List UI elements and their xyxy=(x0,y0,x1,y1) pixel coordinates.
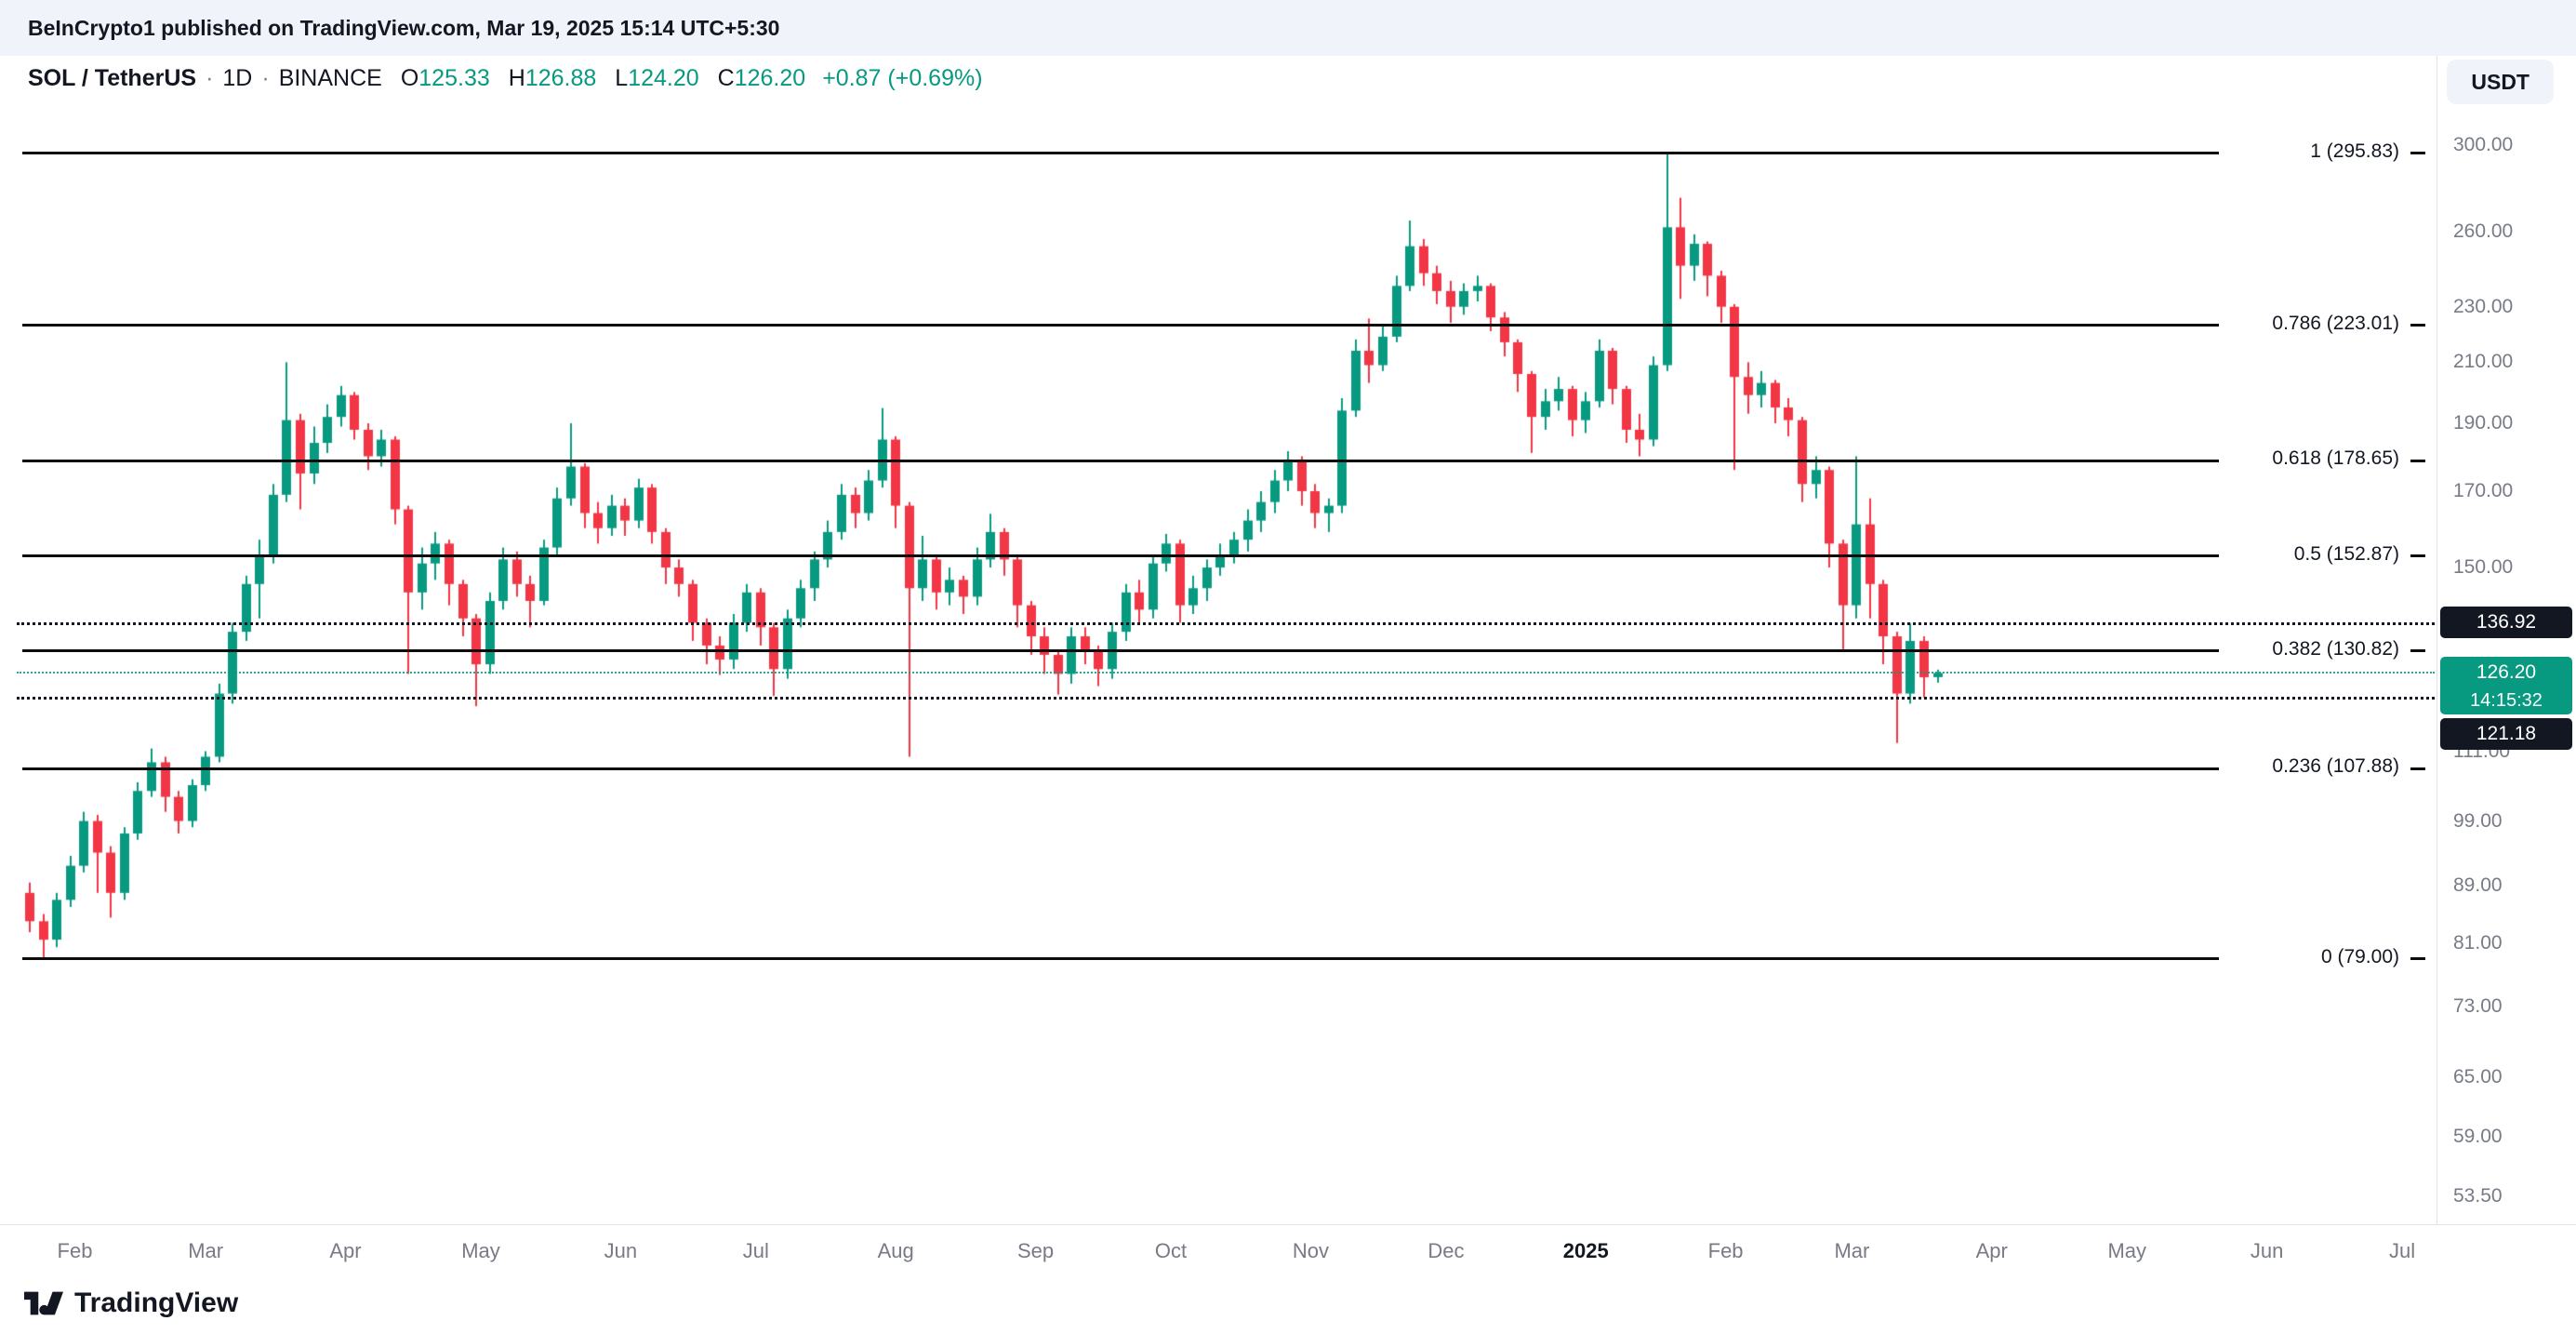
tradingview-logo[interactable]: TradingView xyxy=(24,1287,238,1319)
fib-level-label: 0.5 (152.87) xyxy=(2293,542,2399,565)
time-tick-label: Feb xyxy=(57,1239,93,1262)
fib-level-label: 0 (79.00) xyxy=(2320,945,2399,967)
fib-level-dash xyxy=(2410,324,2425,327)
time-tick-label: Jul xyxy=(742,1239,769,1262)
time-tick-label: May xyxy=(461,1239,500,1262)
price-tick-label: 73.00 xyxy=(2453,995,2503,1018)
attribution-text: BeInCrypto1 published on TradingView.com… xyxy=(28,15,780,40)
current-price-label: 126.20 xyxy=(2476,661,2537,684)
price-scale[interactable] xyxy=(2437,56,2576,1224)
fib-level-label: 1 (295.83) xyxy=(2310,140,2399,162)
countdown-label: 14:15:32 xyxy=(2470,690,2543,712)
fib-level-dash xyxy=(2410,767,2425,770)
price-tick-label: 230.00 xyxy=(2453,295,2514,317)
current-price-badge: 126.20 14:15:32 xyxy=(2440,657,2572,715)
current-price-line xyxy=(17,672,2435,674)
low-value: 124.20 xyxy=(628,65,699,91)
price-tick-label: 210.00 xyxy=(2453,351,2514,373)
time-tick-label: Jul xyxy=(2389,1239,2416,1262)
price-tick-label: 150.00 xyxy=(2453,556,2514,579)
symbol-legend: SOL / TetherUS · 1D · BINANCE O125.33 H1… xyxy=(28,65,983,92)
fib-level-dash xyxy=(2410,152,2425,155)
ohlc-close: C126.20 xyxy=(718,65,806,92)
price-tick-label: 99.00 xyxy=(2453,809,2503,832)
fib-level-label: 0.382 (130.82) xyxy=(2272,637,2399,660)
time-tick-label: Mar xyxy=(1834,1239,1870,1262)
price-tick-label: 190.00 xyxy=(2453,412,2514,434)
price-level-line[interactable] xyxy=(17,696,2435,700)
tradingview-logo-icon xyxy=(24,1291,63,1315)
fib-level-dash xyxy=(2410,957,2425,961)
time-tick-label: Oct xyxy=(1154,1239,1188,1262)
time-tick-label: Apr xyxy=(329,1239,362,1262)
fib-level-line[interactable] xyxy=(22,767,2219,770)
price-tick-label: 170.00 xyxy=(2453,479,2514,501)
fib-level-line[interactable] xyxy=(22,649,2219,653)
ohlc-open: O125.33 xyxy=(401,65,490,92)
price-tick-label: 59.00 xyxy=(2453,1125,2503,1147)
ohlc-high: H126.88 xyxy=(509,65,597,92)
legend-separator: · xyxy=(206,65,214,91)
fib-level-label: 0.236 (107.88) xyxy=(2272,755,2399,778)
price-level-line[interactable] xyxy=(17,621,2435,625)
tradingview-logo-text: TradingView xyxy=(74,1287,239,1318)
price-level-badge: 136.92 xyxy=(2440,606,2572,638)
currency-toggle-button[interactable]: USDT xyxy=(2447,60,2554,104)
fib-level-dash xyxy=(2410,649,2425,653)
time-tick-label: Jun xyxy=(2250,1239,2284,1262)
price-tick-label: 300.00 xyxy=(2453,133,2514,155)
time-tick-label: Aug xyxy=(877,1239,914,1262)
fib-level-line[interactable] xyxy=(22,324,2219,327)
fib-level-dash xyxy=(2410,554,2425,558)
time-tick-label: Nov xyxy=(1292,1239,1329,1262)
open-label: O xyxy=(400,65,419,91)
attribution-bar: BeInCrypto1 published on TradingView.com… xyxy=(0,0,2576,56)
fib-level-label: 0.786 (223.01) xyxy=(2272,312,2399,334)
price-tick-label: 89.00 xyxy=(2453,874,2503,897)
time-tick-label: Sep xyxy=(1016,1239,1055,1262)
legend-separator: · xyxy=(261,65,270,91)
time-tick-label: Feb xyxy=(1707,1239,1744,1262)
high-value: 126.88 xyxy=(524,65,597,91)
time-tick-label: Apr xyxy=(1975,1239,2008,1262)
time-tick-label: May xyxy=(2107,1239,2147,1262)
fib-level-label: 0.618 (178.65) xyxy=(2272,447,2399,470)
change-value: +0.87 (+0.69%) xyxy=(822,65,983,91)
low-label: L xyxy=(615,65,629,91)
time-tick-label: 2025 xyxy=(1562,1239,1609,1262)
interval-label: 1D xyxy=(222,65,253,91)
time-tick-label: Dec xyxy=(1427,1239,1465,1262)
time-tick-label: Mar xyxy=(188,1239,224,1262)
fib-level-line[interactable] xyxy=(22,554,2219,558)
fib-level-line[interactable] xyxy=(22,957,2219,961)
ohlc-low: L124.20 xyxy=(615,65,698,92)
price-level-badge: 121.18 xyxy=(2440,718,2572,751)
open-value: 125.33 xyxy=(418,65,490,91)
close-label: C xyxy=(717,65,735,91)
high-label: H xyxy=(508,65,525,91)
fib-level-line[interactable] xyxy=(22,459,2219,462)
price-tick-label: 260.00 xyxy=(2453,220,2514,243)
price-tick-label: 81.00 xyxy=(2453,932,2503,954)
price-tick-label: 65.00 xyxy=(2453,1066,2503,1088)
fib-level-line[interactable] xyxy=(22,152,2219,155)
close-value: 126.20 xyxy=(734,65,806,91)
time-tick-label: Jun xyxy=(604,1239,638,1262)
exchange-label: BINANCE xyxy=(278,65,382,91)
symbol-name[interactable]: SOL / TetherUS xyxy=(28,65,197,91)
fib-level-dash xyxy=(2410,459,2425,462)
time-scale[interactable] xyxy=(0,1224,2576,1281)
price-tick-label: 53.50 xyxy=(2453,1185,2503,1207)
